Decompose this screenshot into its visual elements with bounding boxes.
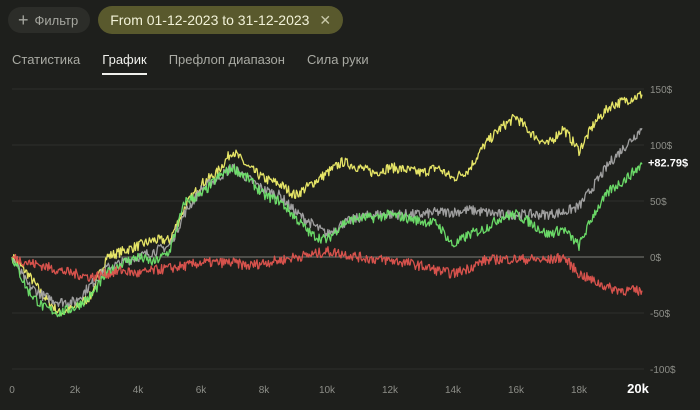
y-tick-label: 100$ — [650, 141, 673, 152]
y-tick-label: -100$ — [650, 365, 676, 376]
x-tick-label: 12k — [382, 385, 399, 396]
filter-button[interactable]: + Фильтр — [8, 7, 91, 33]
final-value-label: +82.79$ — [648, 157, 688, 169]
x-tick-label: 6k — [196, 385, 208, 396]
x-tick-label: 18k — [571, 385, 588, 396]
close-icon[interactable]: ✕ — [319, 11, 332, 28]
tab-graph[interactable]: График — [102, 52, 147, 75]
series-line-yellow — [11, 90, 643, 317]
y-tick-label: 50$ — [650, 197, 667, 208]
series-line-green — [11, 162, 643, 318]
tab-bar: Статистика График Префлоп диапазон Сила … — [12, 52, 369, 75]
series-line-gray — [11, 127, 643, 308]
y-tick-label: -50$ — [650, 309, 670, 320]
x-tick-label: 0 — [9, 385, 15, 396]
toolbar: + Фильтр From 01-12-2023 to 31-12-2023 ✕ — [8, 6, 344, 34]
tab-statistics[interactable]: Статистика — [12, 52, 81, 67]
plus-icon: + — [18, 10, 29, 30]
tab-preflop-range[interactable]: Префлоп диапазон — [168, 52, 285, 67]
x-tick-label: 14k — [445, 385, 462, 396]
y-tick-label: 0$ — [650, 253, 662, 264]
date-range-chip[interactable]: From 01-12-2023 to 31-12-2023 ✕ — [98, 6, 344, 34]
filter-label: Фильтр — [34, 12, 79, 28]
x-tick-label: 16k — [508, 385, 525, 396]
x-tick-label: 2k — [70, 385, 82, 396]
x-tick-label: 4k — [133, 385, 145, 396]
y-tick-label: 150$ — [650, 85, 673, 96]
x-tick-label: 8k — [259, 385, 271, 396]
series-line-red — [12, 246, 643, 296]
tab-hand-strength[interactable]: Сила руки — [306, 52, 369, 67]
date-range-label: From 01-12-2023 to 31-12-2023 — [110, 12, 310, 28]
x-tick-label: 20k — [627, 381, 649, 396]
x-tick-label: 10k — [319, 385, 336, 396]
